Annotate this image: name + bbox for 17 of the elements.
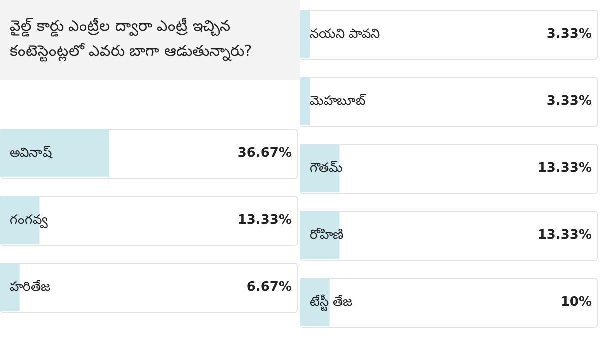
data-label: 3.33% (546, 27, 592, 42)
data-label: 6.67% (246, 280, 292, 295)
y-tick-label: గంగవ్వ (10, 213, 48, 229)
y-tick-label: మెహబూబ్ (310, 94, 367, 109)
y-tick-label: నయని పావని (310, 27, 380, 42)
y-tick-label: గౌతమ్ (310, 161, 343, 176)
data-label: 10% (560, 295, 592, 310)
y-tick-label: రోహిణి (310, 227, 344, 243)
y-tick-label: అవినాష్ (10, 146, 53, 161)
data-label: 13.33% (538, 161, 592, 176)
y-tick-label: టేస్టీ తేజ (310, 294, 354, 312)
y-tick-label: హరితేజ (10, 280, 51, 295)
data-label: 3.33% (546, 94, 592, 109)
data-label: 13.33% (238, 213, 292, 228)
data-label: 36.67% (238, 146, 292, 161)
data-label: 13.33% (538, 228, 592, 243)
chart-title: వైల్డ్ కార్డు ఎంట్రీల ద్వారా ఎంట్రీ ఇచ్చిన కంటెస్టెంట్లలో ఎవరు బాగా ఆడుతున్నారు? (0, 0, 300, 80)
